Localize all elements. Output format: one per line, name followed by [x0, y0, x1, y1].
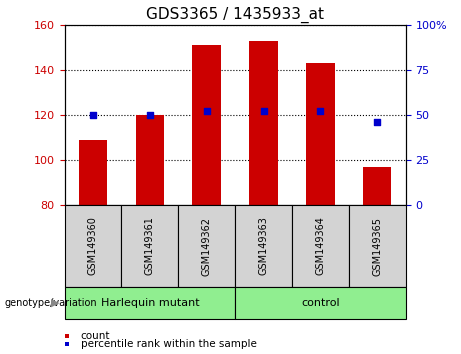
Bar [235, 287, 406, 319]
Text: GSM149360: GSM149360 [88, 217, 98, 275]
Bar [306, 63, 335, 205]
Bar [65, 287, 235, 319]
Text: genotype/variation: genotype/variation [5, 298, 97, 308]
Bar [193, 45, 221, 205]
Text: ▶: ▶ [52, 298, 60, 308]
Text: GSM149364: GSM149364 [315, 217, 325, 275]
Text: control: control [301, 298, 340, 308]
Bar [235, 205, 292, 287]
Bar [65, 205, 121, 287]
Text: GSM149363: GSM149363 [259, 217, 269, 275]
Bar [136, 115, 164, 205]
Text: percentile rank within the sample: percentile rank within the sample [81, 339, 257, 349]
Point [317, 109, 324, 114]
Text: GSM149361: GSM149361 [145, 217, 155, 275]
Point [373, 119, 381, 125]
Bar [249, 41, 278, 205]
Bar [121, 205, 178, 287]
Point [146, 112, 154, 118]
Text: count: count [81, 331, 110, 341]
Point [260, 109, 267, 114]
Bar [363, 167, 391, 205]
Point [203, 109, 210, 114]
Bar [292, 205, 349, 287]
Text: GSM149362: GSM149362 [201, 217, 212, 275]
Bar [178, 205, 235, 287]
Bar [79, 140, 107, 205]
Text: GSM149365: GSM149365 [372, 217, 382, 275]
Bar [349, 205, 406, 287]
Text: Harlequin mutant: Harlequin mutant [100, 298, 199, 308]
Point [89, 112, 97, 118]
Title: GDS3365 / 1435933_at: GDS3365 / 1435933_at [146, 7, 324, 23]
